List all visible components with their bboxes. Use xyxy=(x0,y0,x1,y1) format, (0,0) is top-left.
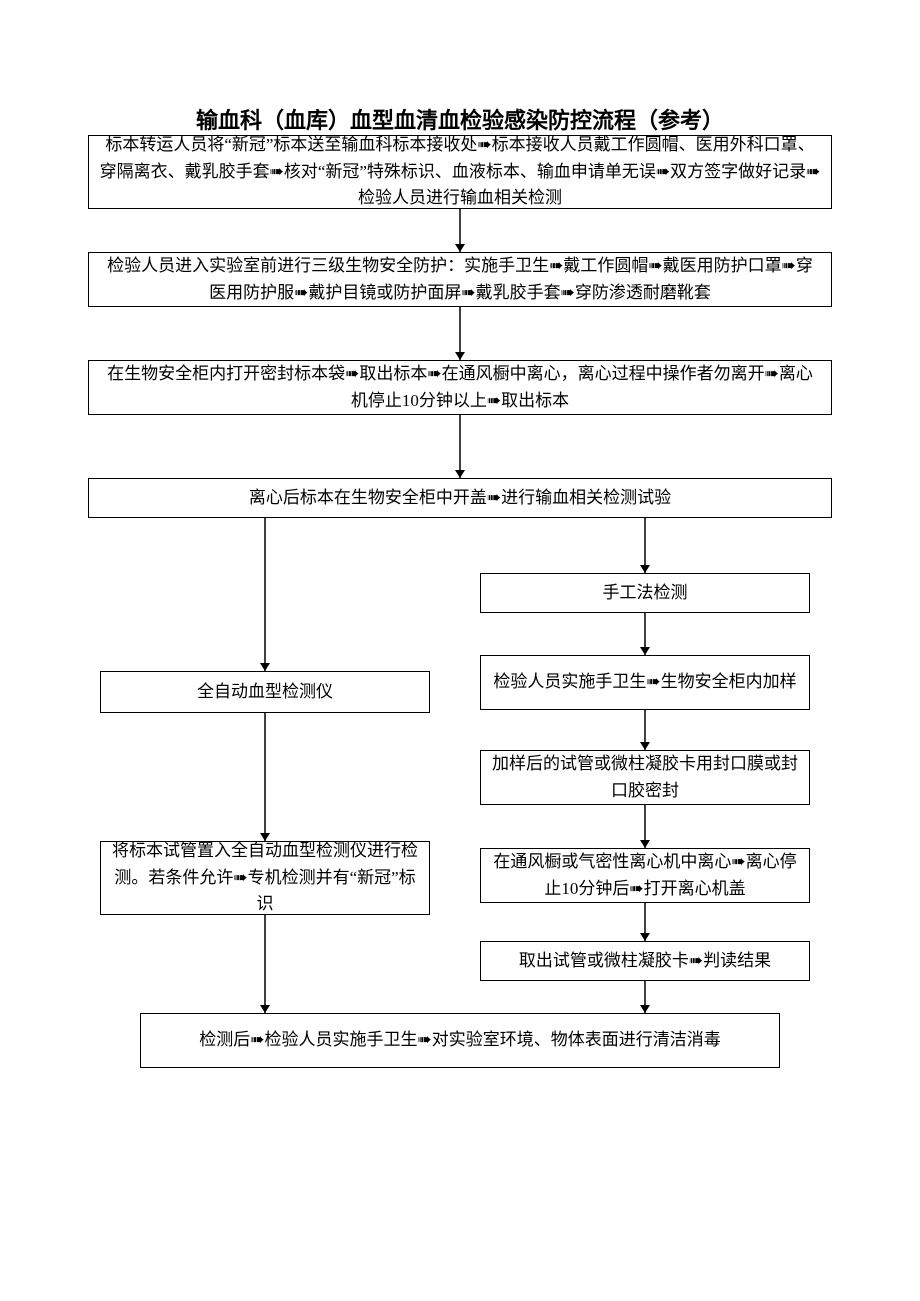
flowchart-node-text: 加样后的试管或微柱凝胶卡用封口膜或封口胶密封 xyxy=(491,751,799,804)
arrowhead-icon xyxy=(640,1005,650,1013)
arrowhead-icon xyxy=(640,840,650,848)
arrowhead-icon xyxy=(640,565,650,573)
arrowhead-icon xyxy=(455,244,465,252)
flowchart-node-nR3: 在通风橱或气密性离心机中离心➠离心停止10分钟后➠打开离心机盖 xyxy=(480,848,810,903)
flowchart-node-text: 标本转运人员将“新冠”标本送至输血科标本接收处➠标本接收人员戴工作圆帽、医用外科… xyxy=(99,132,821,211)
flowchart-node-text: 取出试管或微柱凝胶卡➠判读结果 xyxy=(519,948,771,974)
arrowhead-icon xyxy=(260,1005,270,1013)
flowchart-node-text: 将标本试管置入全自动血型检测仪进行检测。若条件允许➠专机检测并有“新冠”标识 xyxy=(111,838,419,917)
flowchart-node-text: 在通风橱或气密性离心机中离心➠离心停止10分钟后➠打开离心机盖 xyxy=(491,849,799,902)
flowchart-node-n3: 在生物安全柜内打开密封标本袋➠取出标本➠在通风橱中离心，离心过程中操作者勿离开➠… xyxy=(88,360,832,415)
flowchart-canvas: 输血科（血库）血型血清血检验感染防控流程（参考） 标本转运人员将“新冠”标本送至… xyxy=(0,0,920,1301)
flowchart-node-nL1: 全自动血型检测仪 xyxy=(100,671,430,713)
flowchart-node-text: 检验人员实施手卫生➠生物安全柜内加样 xyxy=(493,669,796,695)
arrowhead-icon xyxy=(260,663,270,671)
flowchart-node-nL2: 将标本试管置入全自动血型检测仪进行检测。若条件允许➠专机检测并有“新冠”标识 xyxy=(100,841,430,915)
flowchart-node-text: 离心后标本在生物安全柜中开盖➠进行输血相关检测试验 xyxy=(249,485,671,511)
arrowhead-icon xyxy=(640,933,650,941)
flowchart-node-nR0: 手工法检测 xyxy=(480,573,810,613)
flowchart-node-text: 检测后➠检验人员实施手卫生➠对实验室环境、物体表面进行清洁消毒 xyxy=(199,1027,721,1053)
arrowhead-icon xyxy=(455,470,465,478)
flowchart-node-n4: 离心后标本在生物安全柜中开盖➠进行输血相关检测试验 xyxy=(88,478,832,518)
arrowhead-icon xyxy=(455,352,465,360)
flowchart-node-text: 手工法检测 xyxy=(603,580,688,606)
flowchart-node-n9: 检测后➠检验人员实施手卫生➠对实验室环境、物体表面进行清洁消毒 xyxy=(140,1013,780,1068)
page-title: 输血科（血库）血型血清血检验感染防控流程（参考） xyxy=(0,103,920,135)
arrowhead-icon xyxy=(640,647,650,655)
flowchart-node-text: 检验人员进入实验室前进行三级生物安全防护：实施手卫生➠戴工作圆帽➠戴医用防护口罩… xyxy=(99,253,821,306)
flowchart-node-nR4: 取出试管或微柱凝胶卡➠判读结果 xyxy=(480,941,810,981)
flowchart-node-text: 全自动血型检测仪 xyxy=(197,679,333,705)
flowchart-node-n1: 标本转运人员将“新冠”标本送至输血科标本接收处➠标本接收人员戴工作圆帽、医用外科… xyxy=(88,135,832,209)
flowchart-node-nR1: 检验人员实施手卫生➠生物安全柜内加样 xyxy=(480,655,810,710)
arrowhead-icon xyxy=(640,742,650,750)
flowchart-node-text: 在生物安全柜内打开密封标本袋➠取出标本➠在通风橱中离心，离心过程中操作者勿离开➠… xyxy=(99,361,821,414)
flowchart-node-n2: 检验人员进入实验室前进行三级生物安全防护：实施手卫生➠戴工作圆帽➠戴医用防护口罩… xyxy=(88,252,832,307)
flowchart-node-nR2: 加样后的试管或微柱凝胶卡用封口膜或封口胶密封 xyxy=(480,750,810,805)
